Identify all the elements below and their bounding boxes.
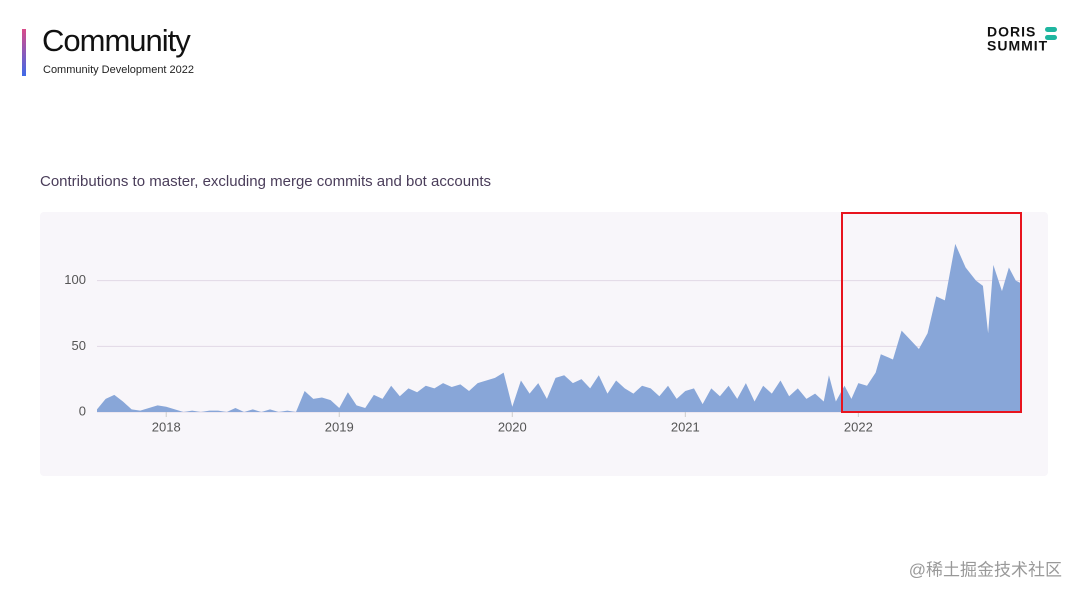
x-tick-label: 2020 [498,419,527,434]
y-tick-label: 50 [72,338,86,353]
area [97,243,1021,412]
chart-panel [40,212,1048,476]
logo-mark [1045,27,1057,32]
x-tick-label: 2019 [325,419,354,434]
slide-title: Community [42,23,191,58]
logo-text: SUMMIT [987,38,1048,54]
plot: 0 50 100 2018 2019 2020 2021 2022 [64,243,1021,434]
chart-title: Contributions to master, excluding merge… [40,173,491,190]
y-tick-label: 100 [64,272,86,287]
x-tick-label: 2018 [152,419,181,434]
watermark: @稀土掘金技术社区 [909,560,1062,579]
highlight-box [841,212,1022,413]
logo-mark [1045,35,1057,40]
y-tick-label: 0 [79,403,86,418]
accent-bar [22,29,26,76]
slide-subtitle: Community Development 2022 [43,64,194,76]
logo-text: DORIS [987,24,1036,40]
x-tick-label: 2022 [844,419,873,434]
x-tick-label: 2021 [671,419,700,434]
